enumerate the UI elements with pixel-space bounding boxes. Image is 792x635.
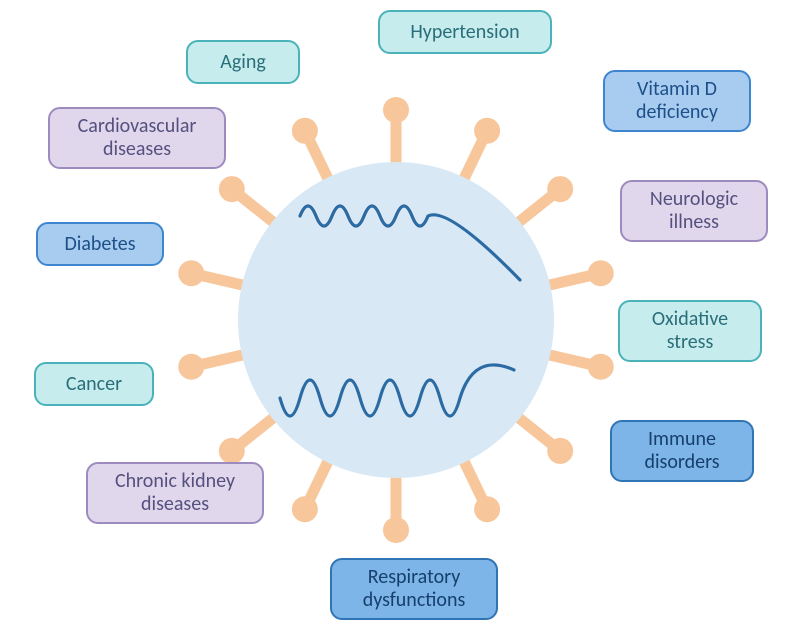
label-cardiovascular: Cardiovasculardiseases	[48, 107, 226, 169]
label-aging: Aging	[186, 40, 300, 84]
label-neurologic: Neurologicillness	[620, 180, 768, 242]
label-diabetes: Diabetes	[36, 222, 164, 266]
label-cancer: Cancer	[34, 362, 154, 406]
diagram-stage: Hypertension Aging Vitamin Ddeficiency Card…	[0, 0, 792, 635]
label-immune: Immunedisorders	[610, 420, 754, 482]
virus-rna	[280, 206, 520, 416]
label-oxidative: Oxidativestress	[618, 300, 762, 362]
virus-body	[238, 162, 554, 478]
label-respiratory: Respiratorydysfunctions	[330, 558, 498, 620]
label-vitamin-d: Vitamin Ddeficiency	[603, 70, 751, 132]
label-chronic-kidney: Chronic kidneydiseases	[86, 462, 264, 524]
label-hypertension: Hypertension	[378, 10, 552, 54]
